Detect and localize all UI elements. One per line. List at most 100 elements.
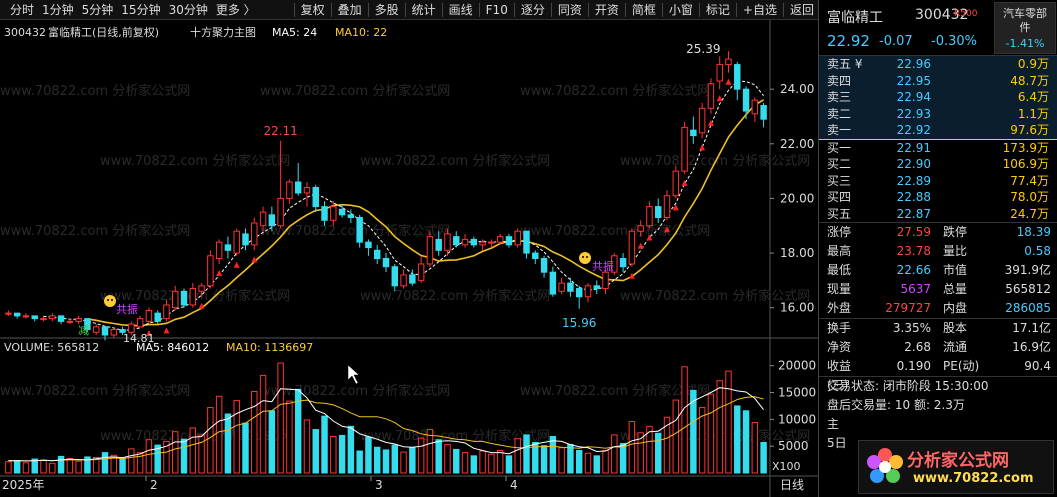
volume-bar: [646, 425, 653, 474]
volume-bar: [286, 400, 293, 474]
candle-body: [294, 181, 302, 194]
kline-chart[interactable]: www.70822.com 分析家公式网 www.70822.com 分析家公式网…: [0, 20, 818, 497]
x-tick-label: 4: [510, 478, 518, 492]
stat-row: 现量 5637 总量 565812: [819, 280, 1057, 299]
candle-body: [110, 329, 117, 336]
period-tab-5[interactable]: 更多 〉: [215, 2, 256, 17]
ask-row[interactable]: 卖五 ¥ 22.96 0.9万: [819, 56, 1057, 73]
volume-bar: [637, 432, 644, 474]
bid-price: 22.88: [896, 190, 931, 204]
ma10-line: [87, 99, 765, 327]
buy-arrow-icon: [707, 119, 714, 126]
volume-bar: [224, 413, 232, 474]
toolbar-btn-3[interactable]: 统计: [411, 2, 436, 17]
candle-body: [338, 208, 346, 216]
candle-body: [128, 323, 135, 333]
volume-bar: [145, 439, 153, 474]
stat-row: 收益(三) 0.190 PE(动) 90.4: [819, 357, 1057, 392]
smiley-eye: [582, 256, 584, 258]
candle-body: [602, 271, 609, 290]
toolbar-btn-1[interactable]: 叠加: [337, 2, 362, 17]
watermark-text: www.70822.com 分析家公式网: [0, 383, 190, 399]
ask-volume: 0.9万: [1017, 57, 1049, 71]
bid-row[interactable]: 买一 22.91 173.9万: [819, 140, 1057, 157]
chart-stock-desc: 富临精工(日线,前复权): [48, 25, 159, 39]
ask-label: 卖五 ¥: [827, 57, 863, 71]
toolbar-sep: [367, 2, 369, 17]
bid-row[interactable]: 买四 22.88 78.0万: [819, 189, 1057, 206]
ask-price: 22.92: [896, 123, 931, 137]
toolbar-btn-7[interactable]: 同资: [557, 2, 582, 17]
candle-body: [707, 83, 715, 109]
toolbar-sep: [587, 2, 589, 17]
candle-body: [584, 285, 592, 298]
buy-arrow-icon: [646, 234, 653, 241]
watermark-text: www.70822.com 分析家公式网: [520, 383, 710, 399]
bid-price: 22.87: [896, 206, 931, 221]
ask-volume: 1.1万: [1017, 106, 1049, 121]
smiley-icon: [104, 295, 116, 307]
ask-row[interactable]: 卖一 22.92 97.6万: [819, 122, 1057, 139]
bid-volume: 24.7万: [1010, 206, 1049, 221]
price-change-pct: -0.30%: [931, 34, 977, 49]
toolbar-btn-6[interactable]: 逐分: [520, 2, 545, 17]
period-tab-3[interactable]: 15分钟: [121, 2, 161, 17]
period-tab-2[interactable]: 5分钟: [81, 2, 114, 17]
after-hours: 盘后交易量: 10 额: 2.3万: [827, 398, 965, 412]
stat-value-2: 565812: [1005, 282, 1051, 296]
period-tab-4[interactable]: 30分钟: [168, 2, 208, 17]
candle-body: [505, 236, 513, 246]
bid-row[interactable]: 买五 22.87 24.7万: [819, 206, 1057, 223]
ask-row[interactable]: 卖四 22.95 48.7万: [819, 72, 1057, 89]
ask-row[interactable]: 卖三 22.94 6.4万: [819, 89, 1057, 106]
ask-row[interactable]: 卖二 22.93 1.1万: [819, 105, 1057, 122]
stat-row: 外盘 279727 内盘 286085: [819, 299, 1057, 318]
toolbar-sep: [293, 2, 295, 17]
candle-body: [698, 107, 706, 134]
candle-body: [672, 170, 680, 197]
toolbar-btn-12[interactable]: +自选: [742, 2, 777, 17]
toolbar-btn-10[interactable]: 小窗: [668, 2, 693, 17]
volume-bar: [180, 438, 188, 474]
bid-row[interactable]: 买二 22.90 106.9万: [819, 156, 1057, 173]
toolbar-btn-9[interactable]: 简框: [631, 2, 656, 17]
candle-body: [40, 318, 47, 321]
stat-key: 换手: [827, 321, 852, 335]
stat-value-2: 0.58: [1024, 244, 1051, 258]
vol-ma10-line: [8, 396, 764, 462]
period-tab-1[interactable]: 1分钟: [42, 2, 74, 17]
volume-bar: [259, 374, 267, 474]
watermark-logo: 分析家公式网 www.70822.com: [858, 440, 1054, 494]
toolbar-sep: [550, 2, 552, 17]
sector-box[interactable]: 汽车零部 件 -1.41%: [994, 2, 1056, 54]
candle-body: [409, 274, 416, 284]
watermark-text: www.70822.com 分析家公式网: [0, 223, 190, 239]
toolbar-btn-0[interactable]: 复权: [300, 2, 325, 17]
toolbar-btn-2[interactable]: 多股: [374, 2, 399, 17]
toolbar-btn-4[interactable]: 画线: [448, 2, 473, 17]
toolbar-btn-11[interactable]: 标记: [705, 2, 730, 17]
stat-value: 0.190: [896, 359, 931, 373]
watermark-text: www.70822.com 分析家公式网: [260, 223, 450, 239]
reduce-label: 减: [78, 324, 89, 337]
watermark-text: www.70822.com 分析家公式网: [520, 83, 710, 99]
candle-body: [523, 230, 530, 254]
toolbar-btn-8[interactable]: 开资: [594, 2, 619, 17]
stat-key-2: 量比: [943, 244, 968, 258]
ask-book: 卖五 ¥ 22.96 0.9万 卖四 22.95 48.7万 卖三 22.94 6.4万 卖二 22…: [819, 56, 1057, 139]
toolbar-btn-13[interactable]: 返回: [789, 2, 814, 17]
volume-bar: [373, 446, 381, 474]
period-tab-0[interactable]: 分时: [10, 2, 35, 17]
y-tick-label: 18.00: [780, 246, 814, 260]
volume-bar: [338, 434, 346, 474]
stock-code: 300432: [915, 7, 969, 23]
sector-name-2: 件: [1019, 21, 1031, 34]
ask-label: 卖一: [827, 123, 852, 137]
candle-body: [163, 304, 170, 320]
candle-body: [593, 285, 600, 290]
volume-bar: [101, 452, 109, 474]
volume-bar: [268, 410, 276, 474]
bid-row[interactable]: 买三 22.89 77.4万: [819, 173, 1057, 190]
toolbar-btn-5[interactable]: F10: [485, 2, 508, 17]
volume-bar: [66, 458, 74, 474]
